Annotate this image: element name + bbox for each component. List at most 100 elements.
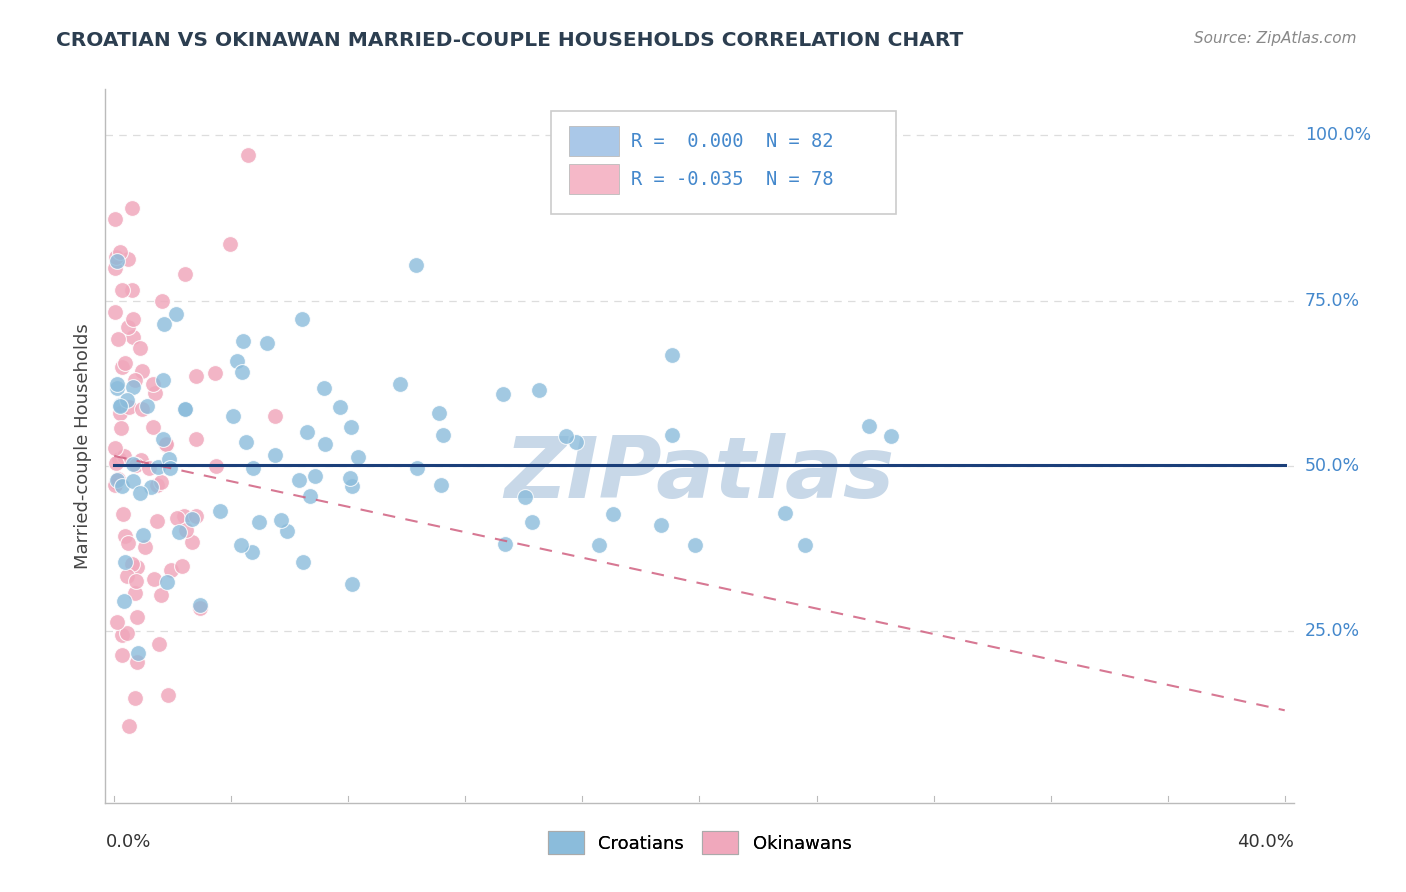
Point bbox=[157, 688, 180, 702]
Point bbox=[146, 514, 169, 528]
Point bbox=[492, 387, 515, 401]
Point bbox=[188, 600, 211, 615]
Point bbox=[127, 646, 149, 660]
Point bbox=[121, 558, 143, 572]
Point bbox=[173, 508, 195, 523]
Point bbox=[115, 568, 138, 582]
Point bbox=[111, 628, 134, 642]
Point bbox=[122, 474, 145, 488]
Point bbox=[108, 406, 131, 420]
Point bbox=[114, 555, 136, 569]
Point bbox=[105, 376, 128, 391]
Point bbox=[105, 254, 128, 268]
Point bbox=[388, 377, 411, 392]
Point bbox=[588, 538, 610, 552]
Point bbox=[494, 537, 516, 551]
Point bbox=[240, 545, 263, 559]
Point bbox=[186, 432, 208, 446]
Point bbox=[143, 385, 166, 400]
Point bbox=[131, 364, 153, 378]
Point bbox=[513, 490, 536, 504]
Point bbox=[136, 399, 159, 413]
Point bbox=[104, 442, 127, 456]
Point bbox=[405, 258, 427, 272]
Point bbox=[108, 399, 131, 413]
Point bbox=[127, 560, 149, 574]
Point bbox=[292, 555, 315, 569]
Point bbox=[405, 460, 427, 475]
Point bbox=[108, 452, 131, 467]
Point bbox=[111, 648, 134, 663]
Text: Source: ZipAtlas.com: Source: ZipAtlas.com bbox=[1194, 31, 1357, 46]
Point bbox=[111, 360, 134, 375]
Point bbox=[304, 469, 326, 483]
Point bbox=[115, 625, 138, 640]
FancyBboxPatch shape bbox=[569, 126, 619, 155]
Point bbox=[131, 402, 153, 417]
Text: R = -0.035  N = 78: R = -0.035 N = 78 bbox=[630, 170, 834, 189]
Point bbox=[104, 211, 127, 226]
Point bbox=[314, 436, 336, 450]
Point bbox=[125, 609, 148, 624]
Point bbox=[124, 586, 146, 600]
Point bbox=[127, 655, 149, 669]
Point bbox=[114, 529, 136, 543]
Point bbox=[340, 577, 363, 591]
Point bbox=[264, 409, 287, 423]
Point bbox=[342, 479, 364, 493]
Point bbox=[111, 507, 134, 521]
Point bbox=[132, 527, 155, 541]
Text: ZIPatlas: ZIPatlas bbox=[505, 433, 894, 516]
Point bbox=[125, 458, 148, 473]
Point bbox=[520, 516, 543, 530]
Point bbox=[112, 593, 135, 607]
Point bbox=[114, 355, 136, 369]
Point bbox=[564, 435, 586, 450]
Point bbox=[209, 504, 232, 518]
Point bbox=[129, 453, 152, 467]
Point bbox=[105, 473, 128, 487]
Point bbox=[159, 460, 181, 475]
Point bbox=[148, 637, 170, 651]
Point bbox=[263, 448, 285, 462]
Point bbox=[114, 450, 136, 464]
Point bbox=[128, 486, 150, 500]
Point bbox=[329, 401, 352, 415]
Point bbox=[118, 719, 141, 733]
Point bbox=[276, 524, 298, 538]
Point bbox=[105, 475, 128, 490]
Point bbox=[661, 428, 683, 442]
Point bbox=[110, 244, 132, 259]
Point bbox=[176, 523, 198, 537]
Point bbox=[793, 538, 815, 552]
Point bbox=[205, 458, 228, 473]
Point bbox=[229, 538, 252, 552]
Text: 50.0%: 50.0% bbox=[1305, 457, 1360, 475]
Point bbox=[236, 148, 259, 162]
Point bbox=[124, 373, 146, 387]
Text: 40.0%: 40.0% bbox=[1237, 833, 1294, 851]
Point bbox=[146, 460, 169, 475]
Point bbox=[104, 477, 127, 491]
Point bbox=[204, 366, 226, 380]
Point bbox=[242, 460, 264, 475]
Point bbox=[107, 472, 129, 486]
Point bbox=[222, 409, 245, 423]
Point bbox=[180, 534, 202, 549]
Point bbox=[139, 480, 162, 494]
Point bbox=[142, 572, 165, 586]
Point bbox=[117, 252, 139, 266]
Point bbox=[122, 457, 145, 471]
Point bbox=[138, 460, 160, 475]
Text: 0.0%: 0.0% bbox=[105, 833, 150, 851]
Point bbox=[150, 588, 173, 602]
Point bbox=[858, 419, 880, 434]
Legend: Croatians, Okinawans: Croatians, Okinawans bbox=[540, 824, 859, 862]
FancyBboxPatch shape bbox=[551, 111, 896, 214]
Point bbox=[188, 598, 211, 612]
Point bbox=[124, 691, 146, 706]
Text: 75.0%: 75.0% bbox=[1305, 292, 1360, 310]
Point bbox=[427, 406, 450, 420]
Point bbox=[219, 236, 242, 251]
Point bbox=[602, 508, 624, 522]
